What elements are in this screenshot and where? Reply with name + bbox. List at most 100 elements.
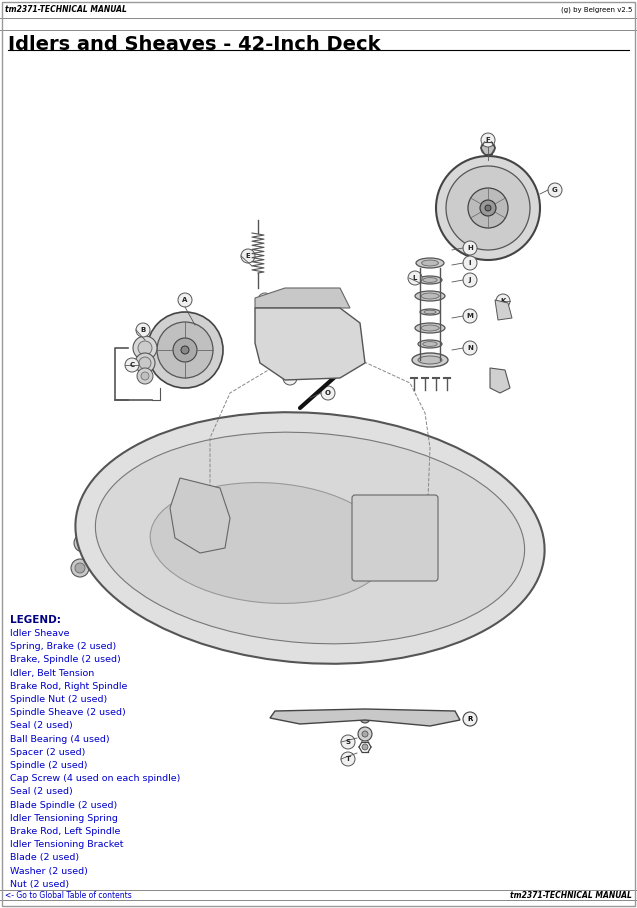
Text: F: F: [485, 137, 490, 143]
Circle shape: [362, 731, 368, 737]
Circle shape: [300, 340, 310, 350]
Text: Blade Spindle (2 used): Blade Spindle (2 used): [10, 801, 117, 810]
Text: Brake, Spindle (2 used): Brake, Spindle (2 used): [10, 656, 121, 665]
Circle shape: [436, 156, 540, 260]
Circle shape: [136, 323, 150, 337]
Circle shape: [463, 273, 477, 287]
Ellipse shape: [96, 432, 525, 644]
Polygon shape: [255, 308, 365, 380]
Ellipse shape: [420, 309, 440, 315]
Circle shape: [283, 323, 327, 367]
Text: J: J: [469, 277, 471, 283]
Text: Spindle Sheave (2 used): Spindle Sheave (2 used): [10, 708, 125, 717]
Polygon shape: [495, 300, 512, 320]
Text: Idler Tensioning Bracket: Idler Tensioning Bracket: [10, 840, 124, 849]
Ellipse shape: [418, 356, 442, 364]
Ellipse shape: [416, 258, 444, 268]
Text: Cap Screw (4 used on each spindle): Cap Screw (4 used on each spindle): [10, 775, 180, 784]
Text: Nut (2 used): Nut (2 used): [10, 880, 69, 889]
FancyBboxPatch shape: [352, 495, 438, 581]
Circle shape: [147, 312, 223, 388]
Circle shape: [75, 563, 85, 573]
Circle shape: [408, 271, 422, 285]
Circle shape: [391, 524, 409, 542]
Circle shape: [78, 538, 88, 548]
Circle shape: [341, 752, 355, 766]
Ellipse shape: [415, 291, 445, 301]
Circle shape: [463, 256, 477, 270]
Circle shape: [341, 735, 355, 749]
Text: E: E: [246, 253, 250, 259]
Text: N: N: [467, 345, 473, 351]
Text: P: P: [287, 375, 292, 381]
Circle shape: [283, 371, 297, 385]
Ellipse shape: [415, 323, 445, 333]
Text: Ball Bearing (4 used): Ball Bearing (4 used): [10, 735, 110, 744]
Circle shape: [463, 341, 477, 355]
Ellipse shape: [421, 293, 439, 299]
Ellipse shape: [424, 311, 436, 314]
Circle shape: [362, 744, 368, 750]
Ellipse shape: [418, 340, 442, 348]
Circle shape: [496, 294, 510, 308]
Circle shape: [137, 368, 153, 384]
Text: Spindle (2 used): Spindle (2 used): [10, 761, 87, 770]
Circle shape: [370, 503, 430, 563]
Text: Idler Tensioning Spring: Idler Tensioning Spring: [10, 814, 118, 823]
Text: K: K: [500, 298, 506, 304]
Text: Spindle Nut (2 used): Spindle Nut (2 used): [10, 695, 107, 704]
Text: I: I: [469, 260, 471, 266]
Text: S: S: [345, 739, 350, 745]
Text: Washer (2 used): Washer (2 used): [10, 866, 88, 875]
Text: Spacer (2 used): Spacer (2 used): [10, 748, 85, 756]
Circle shape: [138, 341, 152, 355]
Circle shape: [258, 293, 272, 307]
Ellipse shape: [423, 341, 437, 346]
Text: tm2371-TECHNICAL MANUAL: tm2371-TECHNICAL MANUAL: [5, 5, 127, 15]
Circle shape: [201, 514, 219, 532]
Text: LEGEND:: LEGEND:: [10, 615, 61, 625]
Circle shape: [135, 353, 155, 373]
Circle shape: [291, 331, 319, 359]
Text: O: O: [325, 390, 331, 396]
Text: (g) by Belgreen v2.5: (g) by Belgreen v2.5: [561, 6, 632, 14]
Text: Seal (2 used): Seal (2 used): [10, 721, 73, 730]
Circle shape: [298, 311, 312, 325]
Circle shape: [481, 133, 495, 147]
Circle shape: [463, 309, 477, 323]
Circle shape: [468, 188, 508, 228]
Circle shape: [71, 559, 89, 577]
Circle shape: [178, 293, 192, 307]
Ellipse shape: [412, 353, 448, 367]
Text: D: D: [262, 297, 268, 303]
Text: B: B: [140, 327, 146, 333]
Circle shape: [463, 241, 477, 255]
Circle shape: [446, 166, 530, 250]
Text: Seal (2 used): Seal (2 used): [10, 787, 73, 796]
Circle shape: [548, 183, 562, 197]
Polygon shape: [270, 709, 460, 726]
Text: <- Go to Global Table of contents: <- Go to Global Table of contents: [5, 891, 132, 900]
Circle shape: [480, 200, 496, 216]
Ellipse shape: [150, 482, 390, 604]
Circle shape: [180, 493, 240, 553]
Circle shape: [358, 727, 372, 741]
Text: Q: Q: [302, 315, 308, 321]
Text: H: H: [467, 245, 473, 251]
Circle shape: [378, 511, 422, 555]
Circle shape: [74, 534, 92, 552]
Polygon shape: [490, 368, 510, 393]
Circle shape: [188, 501, 232, 545]
Circle shape: [139, 357, 151, 369]
Circle shape: [241, 249, 255, 263]
Ellipse shape: [418, 276, 442, 284]
Text: Idler, Belt Tension: Idler, Belt Tension: [10, 668, 94, 677]
Circle shape: [141, 372, 149, 380]
Ellipse shape: [75, 412, 545, 664]
Text: R: R: [468, 716, 473, 722]
Text: Spring, Brake (2 used): Spring, Brake (2 used): [10, 642, 116, 651]
Polygon shape: [255, 288, 350, 308]
Text: L: L: [413, 275, 417, 281]
Circle shape: [321, 386, 335, 400]
Circle shape: [181, 346, 189, 354]
